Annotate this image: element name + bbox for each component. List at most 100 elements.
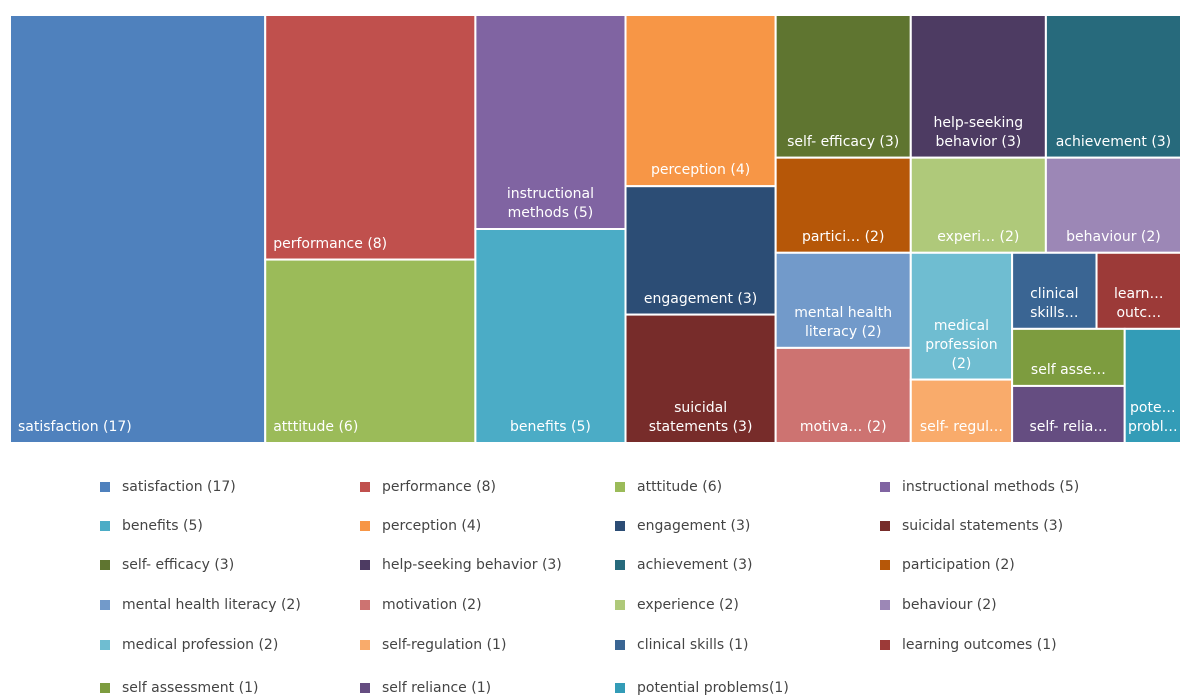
legend-label: benefits (5): [122, 518, 203, 534]
tile-label-box: instructional methods (5): [507, 186, 594, 221]
legend-swatch: [100, 521, 110, 531]
legend-swatch: [360, 640, 370, 650]
tile-label: clinical skills…: [1030, 285, 1079, 321]
legend-swatch: [615, 560, 625, 570]
tile-label-box: self- efficacy (3): [787, 133, 900, 150]
legend-swatch: [100, 640, 110, 650]
tile-label-box: help-seeking behavior (3): [933, 114, 1024, 150]
tile-label: self- regul…: [919, 418, 1004, 435]
tile-label: help-seeking behavior (3): [933, 114, 1024, 150]
legend-swatch: [100, 560, 110, 570]
tile: [474, 14, 627, 230]
tile-label: atttitude (6): [273, 418, 359, 435]
legend-swatch: [615, 521, 625, 531]
tile: [1044, 14, 1181, 159]
tile-label: experi… (2): [937, 228, 1020, 245]
legend-label: self assessment (1): [122, 680, 258, 695]
tile-label-box: pote… probl…: [1128, 400, 1178, 435]
tile-label-box: learn… outc…: [1114, 285, 1164, 321]
tile-label-box: motiva… (2): [799, 418, 887, 435]
tile-label-box: performance (8): [273, 235, 388, 252]
legend-label: experience (2): [637, 597, 739, 613]
tile-label-box: suicidal statements (3): [649, 400, 753, 435]
tile: [774, 156, 912, 254]
legend-swatch: [880, 640, 890, 650]
tile-label: learn… outc…: [1114, 285, 1164, 321]
legend-label: behaviour (2): [902, 597, 997, 613]
tile-label-box: benefits (5): [510, 419, 591, 435]
legend-swatch: [100, 683, 110, 693]
legend-swatch: [360, 683, 370, 693]
tile: [909, 14, 1047, 159]
tile: [774, 251, 912, 349]
tile-label: motiva… (2): [799, 418, 887, 435]
legend-label: achievement (3): [637, 557, 752, 573]
tile-label: self- efficacy (3): [787, 133, 900, 150]
legend-swatch: [360, 521, 370, 531]
legend-label: motivation (2): [382, 597, 482, 613]
tile: [624, 313, 777, 444]
tile: [909, 378, 1014, 444]
legend-label: potential problems(1): [637, 680, 789, 695]
tile-label: perception (4): [650, 162, 751, 179]
tile-label-box: self asse…: [1031, 362, 1106, 378]
legend-swatch: [360, 600, 370, 610]
legend-label: clinical skills (1): [637, 637, 749, 653]
tile: [264, 14, 477, 261]
legend-label: self- efficacy (3): [122, 557, 234, 573]
tile-label-box: perception (4): [650, 162, 751, 179]
tile-label-box: self- relia…: [1029, 418, 1108, 435]
tile-label-box: atttitude (6): [273, 418, 359, 435]
legend-swatch: [880, 521, 890, 531]
tile-label: achievement (3): [1055, 133, 1172, 150]
tile: [9, 14, 267, 444]
tile-label: performance (8): [273, 235, 388, 252]
legend-swatch: [100, 600, 110, 610]
tile-label-box: satisfaction (17): [18, 419, 132, 435]
tile-label: self- relia…: [1029, 418, 1108, 435]
legend-label: satisfaction (17): [122, 479, 236, 495]
legend-swatch: [880, 482, 890, 492]
tile: [264, 258, 477, 445]
legend-swatch: [360, 560, 370, 570]
legend-label: help-seeking behavior (3): [382, 557, 562, 573]
tile-label: medical profession (2): [925, 317, 998, 372]
legend-label: atttitude (6): [637, 479, 722, 495]
legend-swatch: [880, 600, 890, 610]
legend-swatch: [615, 482, 625, 492]
tile: [474, 228, 627, 444]
tile: [1044, 156, 1181, 254]
legend-label: participation (2): [902, 557, 1015, 573]
tile-label: benefits (5): [510, 419, 591, 435]
legend-label: instructional methods (5): [902, 479, 1079, 495]
tile: [1011, 327, 1126, 387]
tile: [909, 156, 1047, 254]
legend-label: engagement (3): [637, 518, 750, 534]
legend-swatch: [880, 560, 890, 570]
tile-label: engagement (3): [643, 290, 758, 307]
tile: [909, 251, 1014, 381]
tile-label-box: achievement (3): [1055, 133, 1172, 150]
legend-label: medical profession (2): [122, 637, 278, 653]
legend-swatch: [100, 482, 110, 492]
legend-label: mental health literacy (2): [122, 597, 301, 613]
legend-swatch: [615, 683, 625, 693]
tile-label: mental health literacy (2): [794, 304, 893, 340]
legend-label: self-regulation (1): [382, 637, 506, 653]
tile: [624, 14, 777, 188]
legend-swatch: [615, 600, 625, 610]
legend-label: learning outcomes (1): [902, 637, 1057, 653]
tile-label-box: partici… (2): [802, 229, 884, 245]
tile: [1095, 251, 1181, 330]
tile: [774, 346, 912, 444]
tile: [1011, 384, 1126, 444]
tile-label-box: clinical skills…: [1030, 285, 1079, 321]
tile-label-box: behaviour (2): [1066, 229, 1161, 245]
legend-swatch: [615, 640, 625, 650]
legend-label: performance (8): [382, 479, 496, 495]
tile-label-box: experi… (2): [937, 228, 1020, 245]
legend-label: suicidal statements (3): [902, 518, 1063, 534]
legend-label: self reliance (1): [382, 680, 491, 695]
